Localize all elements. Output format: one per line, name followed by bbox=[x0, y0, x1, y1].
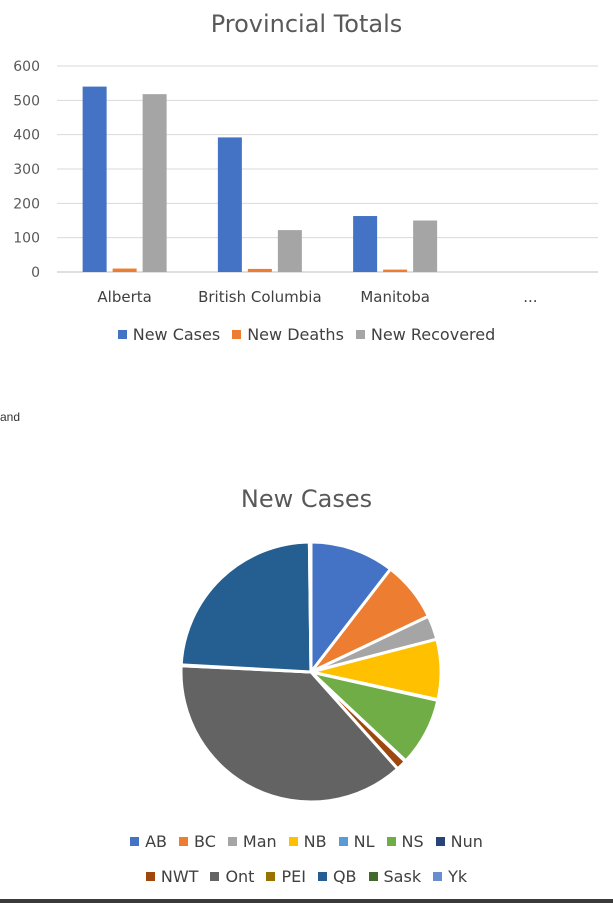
legend-label: New Cases bbox=[133, 325, 220, 344]
pie-legend-row-1: AB BC Man NB NL NS Nun bbox=[0, 832, 613, 851]
legend-item-nwt: NWT bbox=[146, 867, 199, 886]
legend-item-nun: Nun bbox=[436, 832, 483, 851]
legend-swatch bbox=[387, 837, 396, 846]
legend-swatch bbox=[210, 872, 219, 881]
legend-item-ab: AB bbox=[130, 832, 167, 851]
bar-new-recovered-alberta bbox=[143, 94, 167, 272]
legend-swatch bbox=[436, 837, 445, 846]
legend-swatch bbox=[130, 837, 139, 846]
bar-new-recovered-manitoba bbox=[413, 221, 437, 273]
legend-item-ns: NS bbox=[387, 832, 424, 851]
bar-new-deaths-manitoba bbox=[383, 270, 407, 272]
y-tick-label: 0 bbox=[31, 265, 40, 281]
legend-item-bc: BC bbox=[179, 832, 216, 851]
legend-item-qb: QB bbox=[318, 867, 357, 886]
y-tick-label: 300 bbox=[13, 162, 40, 178]
legend-swatch bbox=[339, 837, 348, 846]
legend-swatch bbox=[356, 330, 365, 339]
legend-label: Man bbox=[243, 832, 277, 851]
legend-label: QB bbox=[333, 867, 357, 886]
legend-label: New Recovered bbox=[371, 325, 495, 344]
legend-item-ont: Ont bbox=[210, 867, 254, 886]
bar-new-deaths-alberta bbox=[113, 269, 137, 272]
legend-label: NS bbox=[402, 832, 424, 851]
legend-item-nl: NL bbox=[339, 832, 375, 851]
pie-legend-row-2: NWT Ont PEI QB Sask Yk bbox=[0, 867, 613, 886]
legend-label: NL bbox=[354, 832, 375, 851]
side-text: and bbox=[0, 410, 20, 424]
legend-swatch bbox=[433, 872, 442, 881]
bar-new-cases-manitoba bbox=[353, 216, 377, 272]
legend-label: New Deaths bbox=[247, 325, 344, 344]
legend-item-new-cases: New Cases bbox=[118, 325, 220, 344]
legend-item-nb: NB bbox=[289, 832, 327, 851]
legend-item-new-deaths: New Deaths bbox=[232, 325, 344, 344]
x-tick-label: Manitoba bbox=[360, 288, 430, 306]
pie-slice-qb bbox=[181, 542, 311, 672]
bottom-border bbox=[0, 899, 613, 903]
x-tick-label: Alberta bbox=[97, 288, 151, 306]
pie-chart-title: New Cases bbox=[0, 485, 613, 513]
legend-swatch bbox=[146, 872, 155, 881]
pie-slice-yk bbox=[310, 542, 311, 672]
legend-label: BC bbox=[194, 832, 216, 851]
legend-swatch bbox=[266, 872, 275, 881]
legend-item-sask: Sask bbox=[369, 867, 422, 886]
legend-label: AB bbox=[145, 832, 167, 851]
legend-item-new-recovered: New Recovered bbox=[356, 325, 495, 344]
legend-swatch bbox=[232, 330, 241, 339]
y-tick-label: 500 bbox=[13, 93, 40, 109]
legend-label: Nun bbox=[451, 832, 483, 851]
x-tick-label: ... bbox=[523, 288, 537, 306]
bar-new-recovered-british-columbia bbox=[278, 230, 302, 272]
legend-label: Sask bbox=[384, 867, 422, 886]
legend-label: NB bbox=[304, 832, 327, 851]
legend-swatch bbox=[118, 330, 127, 339]
bar-legend: New Cases New Deaths New Recovered bbox=[0, 325, 613, 344]
legend-swatch bbox=[369, 872, 378, 881]
legend-item-yk: Yk bbox=[433, 867, 467, 886]
bar-new-cases-british-columbia bbox=[218, 137, 242, 272]
bar-chart: 0 100 200 300 400 500 600 Alberta British Columb… bbox=[0, 50, 613, 320]
legend-swatch bbox=[289, 837, 298, 846]
y-tick-label: 100 bbox=[13, 231, 40, 247]
y-tick-label: 600 bbox=[13, 59, 40, 75]
legend-item-pei: PEI bbox=[266, 867, 305, 886]
legend-swatch bbox=[179, 837, 188, 846]
legend-swatch bbox=[318, 872, 327, 881]
legend-label: NWT bbox=[161, 867, 199, 886]
y-tick-label: 400 bbox=[13, 128, 40, 144]
legend-swatch bbox=[228, 837, 237, 846]
pie-chart bbox=[0, 530, 613, 820]
x-tick-label: British Columbia bbox=[198, 288, 322, 306]
bar-chart-title: Provincial Totals bbox=[0, 10, 613, 38]
legend-item-man: Man bbox=[228, 832, 277, 851]
legend-label: PEI bbox=[281, 867, 305, 886]
bar-new-cases-alberta bbox=[83, 87, 107, 272]
y-tick-label: 200 bbox=[13, 196, 40, 212]
legend-label: Yk bbox=[448, 867, 467, 886]
bar-new-deaths-british-columbia bbox=[248, 269, 272, 272]
legend-label: Ont bbox=[225, 867, 254, 886]
